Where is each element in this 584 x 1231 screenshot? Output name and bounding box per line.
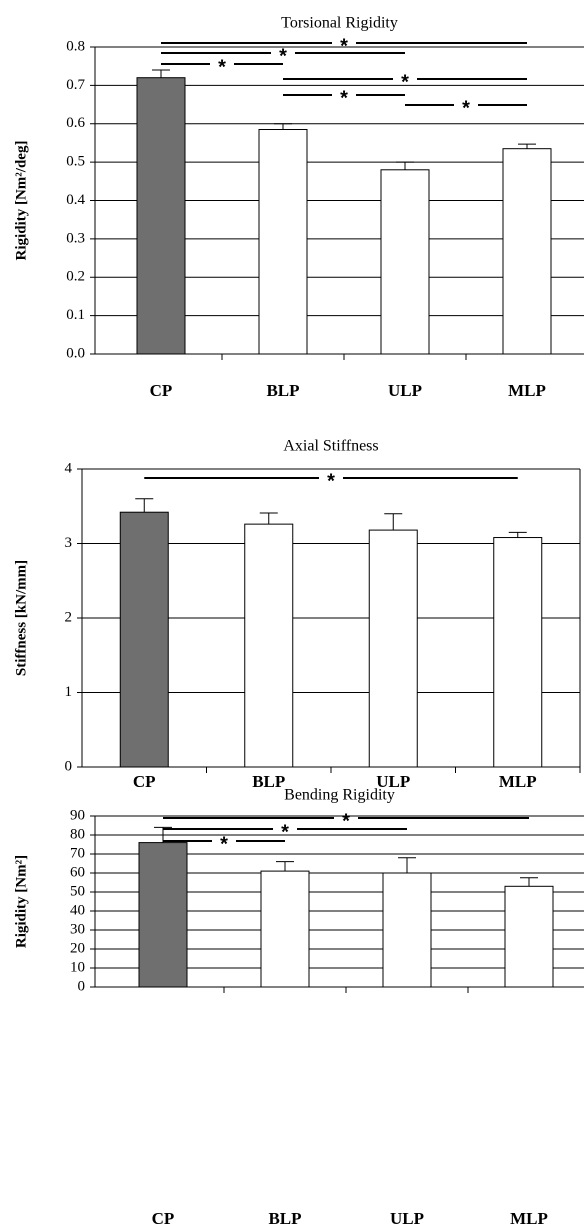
x-tick-label: MLP (499, 772, 537, 791)
y-tick-label: 80 (70, 826, 85, 842)
y-tick-label: 0.2 (66, 269, 85, 285)
bar (136, 77, 186, 355)
x-tick-label: CP (133, 772, 156, 791)
significance-label: * (462, 97, 470, 119)
y-tick-label: 10 (70, 959, 85, 975)
bar (504, 885, 554, 988)
y-tick-label: 1 (65, 684, 73, 700)
bar (119, 511, 169, 768)
y-tick-label: 0.3 (66, 230, 85, 246)
y-tick-label: 0.6 (66, 115, 85, 131)
x-tick-label: BLP (266, 381, 299, 400)
chart-title: Bending Rigidity (284, 787, 395, 804)
x-tick-label: ULP (376, 772, 410, 791)
bar (502, 148, 552, 355)
y-tick-label: 30 (70, 921, 85, 937)
significance-label: * (340, 35, 348, 57)
x-tick-label: CP (150, 381, 173, 400)
x-tick-label: BLP (268, 1209, 301, 1228)
x-tick-label: CP (152, 1209, 175, 1228)
bar (380, 169, 430, 355)
y-tick-label: 0.8 (66, 38, 85, 54)
y-tick-label: 0 (78, 978, 86, 994)
y-axis-label: Rigidity [Nm²/deg] (13, 141, 29, 261)
y-axis-label: Rigidity [Nm²] (13, 855, 29, 948)
significance-label: * (220, 833, 228, 855)
y-tick-label: 60 (70, 864, 85, 880)
significance-label: * (218, 56, 226, 78)
y-axis-label: Stiffness [kN/mm] (13, 560, 29, 676)
y-tick-label: 4 (65, 460, 73, 476)
x-tick-label: ULP (390, 1209, 424, 1228)
x-tick-label: ULP (388, 381, 422, 400)
y-tick-label: 2 (65, 609, 73, 625)
x-tick-label: MLP (510, 1209, 548, 1228)
y-tick-label: 0.7 (66, 77, 85, 93)
y-tick-label: 0.5 (66, 154, 85, 170)
bar (258, 129, 308, 355)
y-tick-label: 90 (70, 807, 85, 823)
significance-label: * (340, 87, 348, 109)
x-tick-label: BLP (252, 772, 285, 791)
significance-label: * (342, 810, 350, 832)
bar (493, 537, 543, 768)
significance-label: * (327, 470, 335, 492)
y-tick-label: 20 (70, 940, 85, 956)
y-tick-label: 0 (65, 758, 73, 774)
bar (244, 523, 294, 768)
bar (368, 529, 418, 768)
y-tick-label: 3 (65, 535, 73, 551)
chart-title: Torsional Rigidity (281, 15, 398, 32)
y-tick-label: 0.4 (66, 192, 85, 208)
significance-label: * (279, 45, 287, 67)
y-tick-label: 40 (70, 902, 85, 918)
chart-title: Axial Stiffness (283, 438, 378, 455)
significance-label: * (281, 821, 289, 843)
y-tick-label: 0.1 (66, 307, 85, 323)
x-tick-label: MLP (508, 381, 546, 400)
y-tick-label: 0.0 (66, 345, 85, 361)
y-tick-label: 70 (70, 845, 85, 861)
bar (382, 872, 432, 988)
bar (138, 842, 188, 988)
y-tick-label: 50 (70, 883, 85, 899)
bar (260, 870, 310, 988)
significance-label: * (401, 71, 409, 93)
